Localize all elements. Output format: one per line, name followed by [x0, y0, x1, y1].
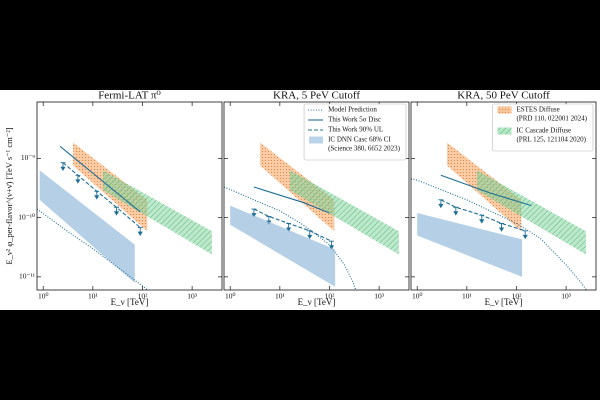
band-hatch [289, 170, 399, 255]
legend: ESTES Diffuse(PRD 110, 022001 2024) IC Ca… [492, 103, 594, 152]
x-tick-label: 10³ [561, 292, 572, 301]
x-axis-label: E_ν [TeV] [485, 297, 523, 307]
panel-title: KRA, 50 PeV Cutoff [457, 90, 550, 102]
x-tick-label: 10¹ [88, 292, 98, 301]
legend-label: Model Prediction [328, 106, 377, 114]
y-tick-label: 10⁻¹¹ [19, 272, 35, 281]
line [224, 186, 357, 290]
legend-swatch [309, 136, 324, 144]
x-tick-label: 10² [138, 292, 149, 301]
line [37, 208, 149, 290]
band [230, 205, 336, 287]
legend-label: ESTES Diffuse [516, 106, 559, 114]
x-tick-label: 10⁰ [38, 292, 49, 301]
x-tick-label: 10² [325, 292, 336, 301]
line [253, 186, 330, 214]
upper-limit-arrow [479, 214, 485, 224]
upper-limit-arrow [94, 190, 100, 200]
upper-limit-arrow [60, 162, 66, 172]
upper-limit-arrow [522, 230, 528, 240]
x-axis-label: E_ν [TeV] [298, 297, 336, 307]
y-tick-label: 10⁻¹⁰ [18, 212, 35, 221]
plot-area [37, 142, 212, 290]
x-axis-label: E_ν [TeV] [111, 297, 149, 307]
x-tick-label: 10⁰ [225, 292, 236, 301]
legend-label: (PRL 125, 121104 2020) [516, 136, 586, 144]
legend: Model Prediction This Work 5σ Disc This Wo… [303, 103, 407, 161]
x-tick-label: 10³ [374, 292, 385, 301]
upper-limit-arrow [453, 206, 459, 216]
upper-limit-arrow [285, 222, 292, 232]
legend-box [303, 103, 407, 161]
legend-label: (PRD 110, 022001 2024) [516, 115, 587, 123]
band [39, 170, 135, 283]
legend-label: (Science 380, 6652 2023) [328, 145, 401, 153]
legend-label: IC DNN Casc 68% CI [328, 136, 391, 144]
legend-label: IC Cascade Diffuse [516, 127, 571, 135]
band-hatch [102, 170, 212, 255]
line [440, 174, 532, 207]
panel-title: KRA, 5 PeV Cutoff [273, 90, 360, 102]
x-tick-label: 10⁰ [412, 292, 423, 301]
upper-limit-arrow [251, 208, 257, 218]
x-tick-label: 10² [512, 292, 523, 301]
legend-swatch-hatch [497, 127, 512, 135]
line [59, 145, 141, 213]
legend-box [492, 103, 594, 152]
plot-area [224, 142, 399, 290]
y-tick-label: 10⁻⁹ [21, 153, 35, 162]
panel-title: Fermi-LAT π⁰ [98, 90, 161, 102]
axes-frame [410, 101, 597, 291]
upper-limit-arrow [328, 240, 335, 250]
x-tick-label: 10¹ [275, 292, 285, 301]
axes-frame [36, 101, 223, 291]
band-hatch [476, 170, 586, 255]
x-tick-label: 10¹ [462, 292, 472, 301]
legend-swatch-hatch [497, 106, 512, 114]
upper-limit-arrow [137, 227, 143, 236]
upper-limit-arrow [307, 230, 313, 240]
upper-limit-arrow [75, 174, 81, 184]
axes-frame [223, 101, 410, 291]
upper-limit-arrow [113, 206, 120, 216]
plot-area [411, 142, 588, 290]
band [417, 212, 523, 277]
legend-label: This Work 5σ Disc [328, 116, 381, 124]
x-tick-label: 10³ [187, 292, 198, 301]
y-axis-label: E_ν² φ_per-flavor^(ν+ν̄) [TeV s⁻¹ cm⁻²] [4, 127, 14, 264]
upper-limit-arrow [438, 199, 444, 209]
legend-label: This Work 90% UL [328, 126, 383, 134]
upper-limit-arrow [498, 222, 505, 232]
